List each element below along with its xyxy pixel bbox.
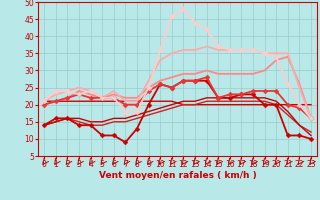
X-axis label: Vent moyen/en rafales ( km/h ): Vent moyen/en rafales ( km/h ) — [99, 171, 256, 180]
